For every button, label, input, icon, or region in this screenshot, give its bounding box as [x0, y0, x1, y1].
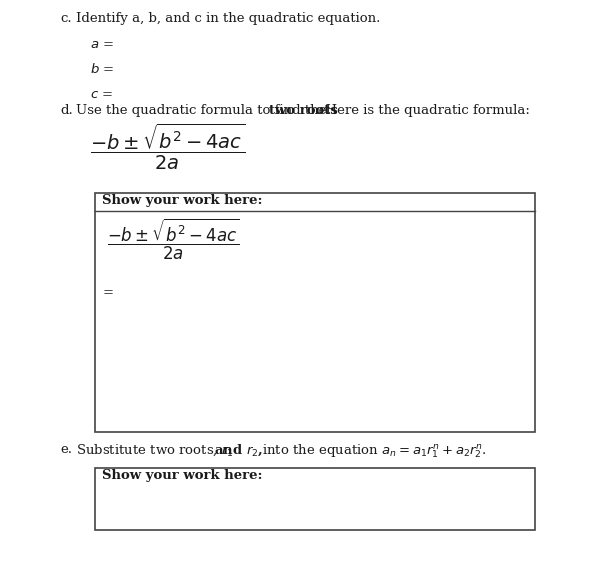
Text: $\dfrac{-b \pm \sqrt{b^2 - 4ac}}{2a}$: $\dfrac{-b \pm \sqrt{b^2 - 4ac}}{2a}$: [90, 122, 245, 172]
Text: . Here is the quadratic formula:: . Here is the quadratic formula:: [317, 104, 530, 117]
Text: $c$ =: $c$ =: [90, 88, 113, 101]
Text: Identify a, b, and c in the quadratic equation.: Identify a, b, and c in the quadratic eq…: [76, 12, 380, 25]
Text: $a$ =: $a$ =: [90, 38, 114, 51]
Text: d.: d.: [60, 104, 73, 117]
Bar: [95, 193, 535, 432]
Text: $\dfrac{-b \pm \sqrt{b^2 - 4ac}}{2a}$: $\dfrac{-b \pm \sqrt{b^2 - 4ac}}{2a}$: [107, 217, 240, 262]
Text: Use the quadratic formula to find the: Use the quadratic formula to find the: [76, 104, 331, 117]
Text: e.: e.: [60, 443, 72, 456]
Text: c.: c.: [60, 12, 72, 25]
Text: two roots: two roots: [269, 104, 338, 117]
Text: into the equation $a_n = a_1 r_1^{n} + a_2 r_2^{n}$.: into the equation $a_n = a_1 r_1^{n} + a…: [258, 443, 487, 461]
Text: Show your work here:: Show your work here:: [102, 469, 263, 482]
Text: $b$ =: $b$ =: [90, 62, 114, 76]
Bar: [95, 468, 535, 530]
Text: Show your work here:: Show your work here:: [102, 194, 263, 207]
Text: and $r_2$,: and $r_2$,: [214, 443, 263, 458]
Text: Substitute two roots, $r_1$: Substitute two roots, $r_1$: [76, 443, 235, 458]
Text: =: =: [103, 286, 114, 299]
